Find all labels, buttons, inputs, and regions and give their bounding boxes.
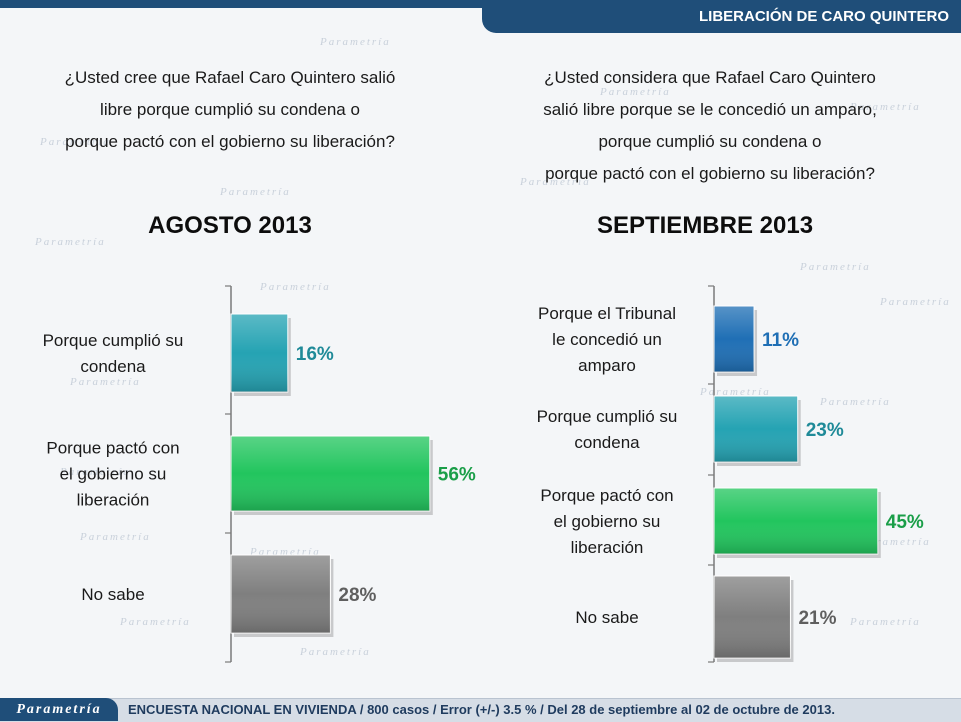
bar-highlight (714, 306, 755, 372)
watermark-text: Parametría (34, 236, 106, 248)
category-label: No sabe (575, 608, 638, 627)
left-question-line: libre porque cumplió su condena o (100, 100, 360, 119)
watermark-text: Parametría (849, 616, 921, 628)
left-question-line: ¿Usted cree que Rafael Caro Quintero sal… (64, 68, 396, 87)
value-label: 45% (886, 512, 924, 533)
left-question-line: porque pactó con el gobierno su liberaci… (65, 132, 395, 151)
header-line (0, 0, 961, 8)
header-banner: LIBERACIÓN DE CARO QUINTERO (482, 0, 961, 33)
right-question-line: porque pactó con el gobierno su liberaci… (545, 164, 875, 183)
right-question: ¿Usted considera que Rafael Caro Quinter… (490, 62, 930, 190)
watermark-text: Parametría (299, 646, 371, 658)
watermark-text: Parametría (799, 261, 871, 273)
bar-highlight (714, 576, 791, 658)
watermark-text: Parametría (59, 466, 131, 478)
value-label: 16% (296, 344, 334, 365)
watermark-text: Parametría (219, 186, 291, 198)
footer-note: ENCUESTA NACIONAL EN VIVIENDA / 800 caso… (128, 702, 835, 717)
left-question: ¿Usted cree que Rafael Caro Quintero sal… (20, 62, 440, 158)
watermark-text: Parametría (879, 296, 951, 308)
watermark-text: Parametría (699, 386, 771, 398)
watermark-text: Parametría (599, 86, 671, 98)
right-question-line: salió libre porque se le concedió un amp… (543, 100, 877, 119)
chart-1: 11% Porque el Tribunal le concedió un ampar… (537, 285, 924, 663)
category-label: No sabe (81, 585, 144, 604)
watermark-text: Parametría (79, 531, 151, 543)
watermark-text: Parametría (319, 36, 391, 48)
right-question-line: ¿Usted considera que Rafael Caro Quinter… (544, 68, 876, 87)
value-label: 23% (806, 420, 844, 441)
value-label: 11% (762, 330, 799, 351)
footer-bar (0, 698, 961, 722)
watermark-text: Parametría (39, 136, 111, 148)
watermark-text: Parametría (849, 101, 921, 113)
category-label: Porque pactó con el gobierno su liberación (540, 486, 673, 557)
category-label: Porque cumplió su condena (43, 331, 184, 376)
category-label: Porque pactó con el gobierno su liberación (46, 439, 179, 510)
watermark-text: Parametría (119, 616, 191, 628)
banner-title: LIBERACIÓN DE CARO QUINTERO (698, 8, 949, 25)
bar-highlight (231, 555, 331, 633)
right-period-title: SEPTIEMBRE 2013 (596, 212, 814, 239)
watermark-text: Parametría (69, 376, 141, 388)
left-period-title: AGOSTO 2013 (148, 212, 312, 239)
bar-highlight (714, 396, 798, 462)
bar-highlight (231, 436, 430, 511)
category-label: Porque el Tribunal le concedió un amparo (538, 304, 676, 375)
category-label: Porque cumplió su condena (537, 407, 678, 452)
watermark-text: Parametría (259, 281, 331, 293)
value-label: 56% (438, 465, 476, 486)
bar-highlight (231, 314, 288, 392)
right-question-line: porque cumplió su condena o (598, 132, 822, 151)
value-label: 28% (338, 585, 376, 606)
value-label: 21% (798, 608, 836, 629)
chart-0: 16% Porque cumplió su condena 56% Porque pac… (43, 285, 476, 663)
watermark-text: Parametría (819, 396, 891, 408)
watermark-text: Parametría (519, 176, 591, 188)
bar-highlight (714, 488, 878, 554)
footer-logo: Parametría (0, 698, 118, 721)
